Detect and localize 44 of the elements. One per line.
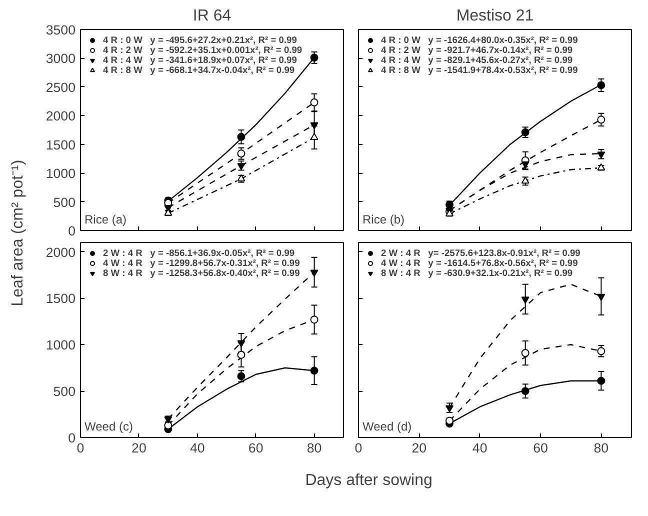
y-tick-label: 0 <box>68 430 76 446</box>
legend-label: 4 R : 8 W y = -668.1+34.7x-0.04x², R² = 0.99 <box>103 65 295 75</box>
legend-label: 8 W : 4 R y = -1258.3+56.8x-0.40x², R² = 0.99 <box>103 268 300 278</box>
chart-title: Mestiso 21 <box>456 8 534 24</box>
y-tick-label: 500 <box>53 194 76 210</box>
x-tick-label: 60 <box>533 440 548 456</box>
y-tick-label: 1500 <box>46 137 76 152</box>
y-tick-label: 1000 <box>46 166 76 182</box>
y-tick-label: 2000 <box>46 244 76 260</box>
x-axis-title: Days after sowing <box>305 472 432 489</box>
annotation: Rice (b) <box>362 212 405 226</box>
legend-label: 4 R : 2 W y = -921.7+46.7x-0.14x², R² = 0.99 <box>381 45 573 55</box>
x-tick-label: 40 <box>190 440 205 456</box>
y-tick-label: 0 <box>68 224 76 238</box>
legend-label: 4 R : 4 W y = -341.6+18.9x+0.07x², R² = 0.99 <box>103 55 297 65</box>
legend-label: 4 R : 4 W y = -829.1+45.6x-0.27x², R² = 0.99 <box>381 55 573 65</box>
y-tick-label: 1000 <box>46 338 76 353</box>
x-tick-label: 20 <box>412 440 427 456</box>
annotation: Weed (c) <box>84 420 133 434</box>
x-tick-label: 40 <box>472 440 488 456</box>
legend-label: 4 R : 2 W y = -592.2+35.1x+0.001x², R² = 0.99 <box>103 45 302 55</box>
y-tick-label: 3000 <box>46 51 76 66</box>
x-tick-label: 80 <box>306 440 322 456</box>
y-tick-label: 500 <box>53 384 76 400</box>
y-tick-label: 2000 <box>46 108 76 124</box>
legend-label: 2 W : 4 R y = -856.1+36.9x-0.05x², R² = 0.99 <box>103 248 295 258</box>
y-axis-title: Leaf area (cm² pot⁻¹) <box>10 160 26 306</box>
legend-label: 8 W : 4 R y = -630.9+32.1x-0.21x², R² = 0.99 <box>381 268 573 278</box>
y-tick-label: 2500 <box>46 80 76 95</box>
legend-label: 4 R : 8 W y = -1541.9+78.4x-0.53x², R² = 0.99 <box>381 65 578 75</box>
x-tick-label: 0 <box>354 440 362 456</box>
legend-label: 4 R : 0 W y = -1626.4+80.0x-0.35x², R² = 0.99 <box>381 35 578 45</box>
annotation: Weed (d) <box>362 420 412 434</box>
x-tick-label: 80 <box>594 440 609 456</box>
chart-title: IR 64 <box>192 8 232 24</box>
legend-label: 4 W : 4 R y = -1614.5+76.8x-0.56x², R² = 0.99 <box>381 258 578 268</box>
legend-label: 2 W : 4 R y= -2575.6+123.8x-0.91x², R² = 0.99 <box>381 248 580 258</box>
x-tick-label: 20 <box>132 440 146 456</box>
x-tick-label: 60 <box>248 440 264 456</box>
legend-label: 4 W : 4 R y = -1299.8+56.7x-0.31x², R² = 0.99 <box>103 258 300 268</box>
y-tick-label: 1500 <box>46 291 76 306</box>
y-tick-label: 3500 <box>46 22 76 38</box>
legend-label: 4 R : 0 W y = -495.6+27.2x+0.21x², R² = 0.99 <box>103 35 297 45</box>
annotation: Rice (a) <box>84 212 127 226</box>
